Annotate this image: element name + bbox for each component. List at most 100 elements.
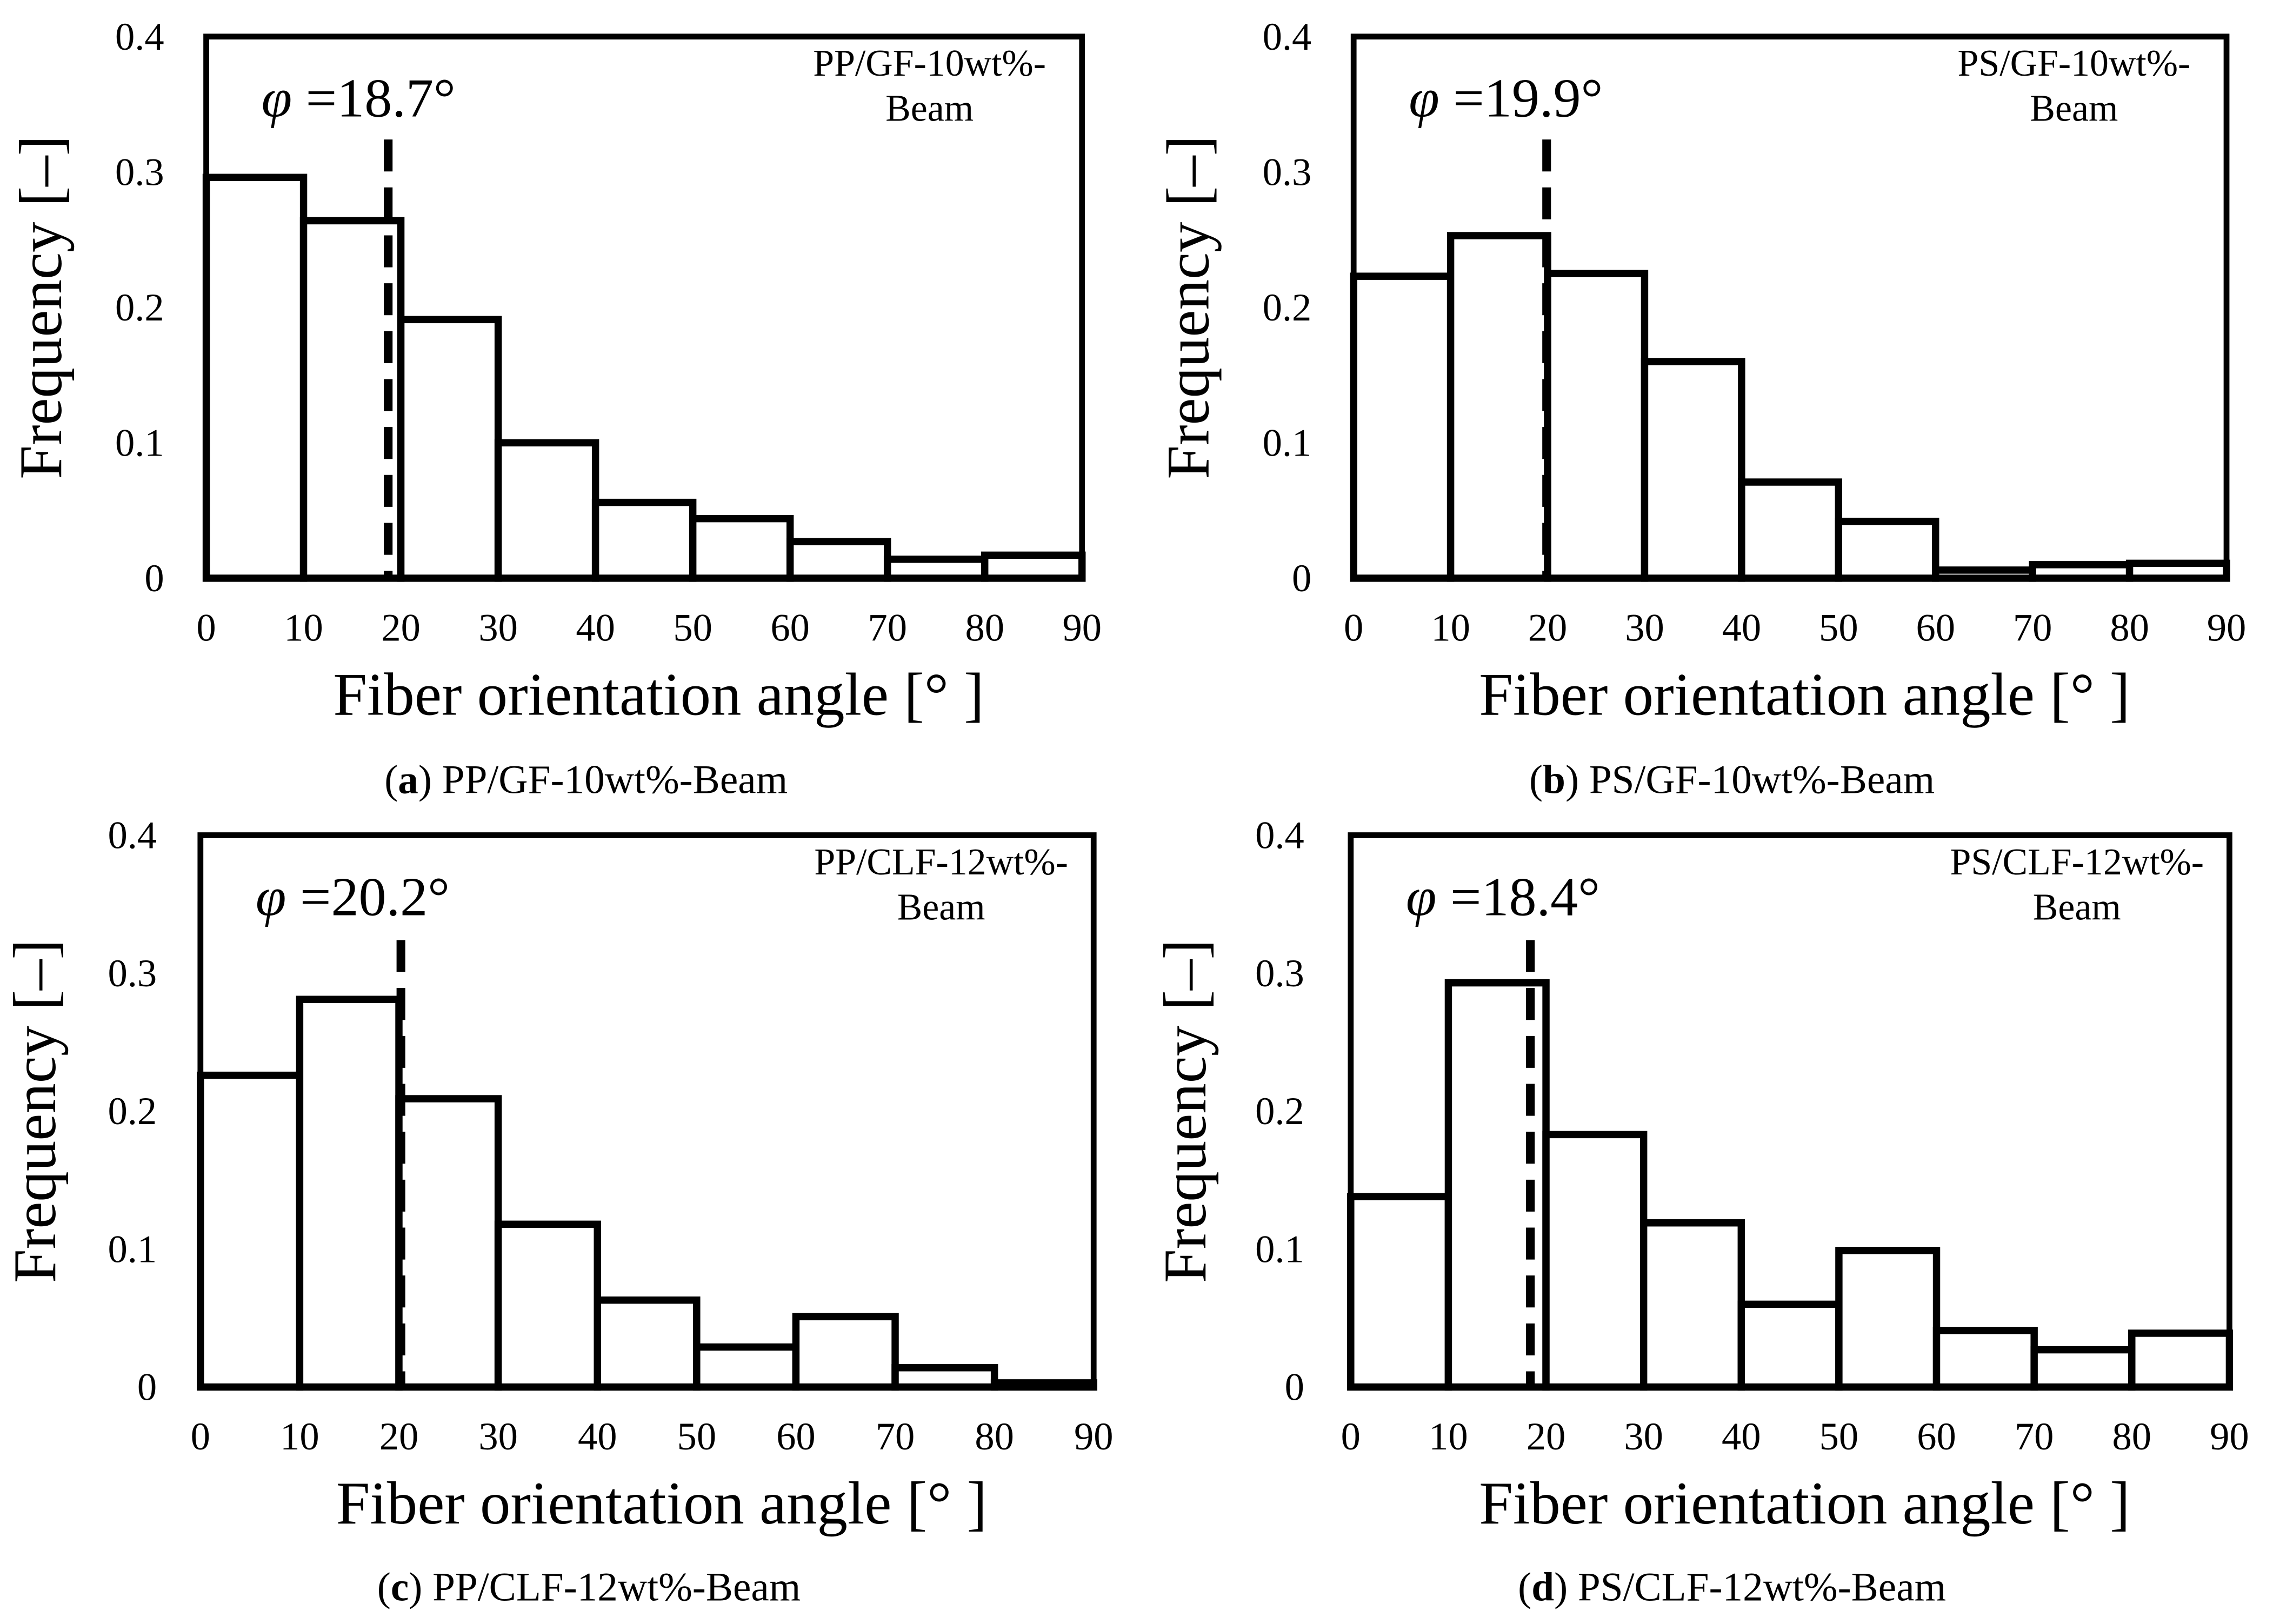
x-tick-label: 70 [2015, 1414, 2054, 1458]
y-tick-label: 0.3 [1263, 150, 1312, 193]
histogram-bar [1932, 566, 2036, 582]
x-tick-label: 20 [1527, 1414, 1566, 1458]
caption-paren-open: ( [1518, 1565, 1531, 1609]
histogram-bar [1835, 517, 1939, 582]
caption-letter: c [391, 1565, 409, 1609]
histogram-bar [1347, 1193, 1452, 1391]
caption-paren-open: ( [384, 758, 398, 803]
histogram-bar [2030, 1346, 2136, 1391]
x-tick-label: 90 [2210, 1414, 2249, 1458]
x-tick-label: 0 [1344, 605, 1363, 649]
histogram-bar [591, 498, 697, 582]
x-tick-label: 50 [1819, 1414, 1859, 1458]
x-tick-label: 10 [280, 1414, 319, 1458]
mean-angle-label: φ =19.9° [1409, 68, 1603, 129]
mean-angle-value: =18.7° [292, 68, 456, 129]
histogram-bar [2125, 559, 2230, 582]
x-tick-label: 20 [381, 605, 421, 649]
y-axis-label: Frequency [–] [7, 136, 75, 479]
histogram-bar [594, 1296, 701, 1391]
chart-panel-d: 0 0.1 0.2 0.3 0.4 0 10 20 30 40 50 60 70 80 90 Fiber or… [1151, 813, 2249, 1610]
x-axis-label: Fiber orientation angle [° ] [1479, 660, 2130, 728]
phi-symbol: φ [1409, 68, 1439, 129]
sample-annotation: PP/GF-10wt%- [813, 43, 1046, 84]
chart-panel-a: 0 0.1 0.2 0.3 0.4 0 10 20 30 40 50 60 70 80 90 Fiber or… [7, 15, 1102, 803]
histogram-bar [1544, 270, 1649, 582]
x-tick-label: 0 [196, 605, 216, 649]
x-tick-label: 80 [2110, 605, 2149, 649]
histogram-bar [1932, 1327, 2038, 1391]
y-tick-label: 0.4 [108, 813, 157, 857]
phi-symbol: φ [256, 866, 286, 927]
y-tick-label: 0 [137, 1365, 157, 1409]
mean-angle-label: φ =18.7° [262, 68, 456, 129]
x-tick-label: 20 [1528, 605, 1568, 649]
sample-annotation: Beam [885, 88, 974, 130]
histogram-bar [395, 1095, 502, 1391]
x-tick-label: 90 [2207, 605, 2247, 649]
x-tick-label: 90 [1062, 605, 1102, 649]
x-tick-label: 0 [191, 1414, 210, 1458]
histogram-bar [1639, 1219, 1745, 1391]
x-tick-label: 30 [1624, 1414, 1663, 1458]
x-tick-label: 70 [2013, 605, 2052, 649]
histogram-bar [1737, 1300, 1843, 1391]
panel-caption: (b) PS/GF-10wt%-Beam [1529, 758, 1935, 803]
x-tick-label: 60 [770, 605, 810, 649]
caption-text: PP/CLF-12wt%-Beam [422, 1565, 801, 1609]
phi-symbol: φ [1406, 866, 1436, 927]
histogram-bar [1542, 1131, 1648, 1391]
y-tick-label: 0.1 [115, 421, 164, 465]
histogram-bar [202, 173, 308, 582]
panel-caption: (a) PP/GF-10wt%-Beam [384, 758, 788, 803]
y-axis-label: Frequency [–] [1155, 136, 1222, 479]
sample-annotation: PP/CLF-12wt%- [814, 841, 1068, 883]
x-tick-label: 40 [1722, 605, 1762, 649]
x-tick-label: 90 [1074, 1414, 1114, 1458]
sample-annotation: Beam [897, 886, 985, 928]
caption-paren-close: ) [1565, 758, 1579, 803]
x-tick-label: 10 [284, 605, 323, 649]
caption-letter: b [1543, 758, 1565, 803]
histogram-bar [2029, 561, 2134, 582]
sample-annotation: Beam [2033, 886, 2121, 928]
phi-symbol: φ [262, 68, 292, 129]
y-tick-label: 0 [1292, 556, 1311, 600]
sample-annotation: PS/CLF-12wt%- [1950, 841, 2204, 883]
histogram-bar [494, 439, 599, 582]
mean-angle-label: φ =18.4° [1406, 866, 1600, 927]
histogram-bar [891, 1364, 998, 1391]
y-axis-label: Frequency [–] [1151, 939, 1219, 1283]
sample-annotation: PS/GF-10wt%- [1958, 43, 2191, 84]
y-tick-label: 0.4 [1263, 15, 1312, 58]
y-tick-label: 0.4 [1255, 813, 1304, 857]
x-tick-label: 30 [478, 605, 518, 649]
x-tick-label: 40 [578, 1414, 617, 1458]
y-tick-label: 0.3 [115, 150, 164, 193]
y-tick-label: 0.2 [115, 285, 164, 329]
histogram-bar [197, 1071, 304, 1391]
y-tick-label: 0.1 [1263, 421, 1312, 465]
x-tick-label: 0 [1341, 1414, 1361, 1458]
y-tick-label: 0.4 [115, 15, 164, 58]
y-axis-label: Frequency [–] [1, 939, 69, 1283]
histogram-bar [296, 995, 403, 1391]
y-tick-label: 0.2 [1255, 1089, 1304, 1133]
x-tick-label: 80 [975, 1414, 1014, 1458]
caption-letter: d [1531, 1565, 1554, 1609]
x-tick-label: 60 [776, 1414, 816, 1458]
x-axis-label: Fiber orientation angle [° ] [333, 660, 984, 728]
histogram-bar [981, 551, 1086, 582]
caption-paren-open: ( [1529, 758, 1543, 803]
y-tick-label: 0.2 [108, 1089, 157, 1133]
histogram-bar [494, 1220, 601, 1391]
histogram-bar [1835, 1247, 1941, 1391]
x-tick-label: 50 [673, 605, 712, 649]
x-tick-label: 60 [1917, 1414, 1956, 1458]
caption-paren-close: ) [418, 758, 432, 803]
y-tick-label: 0.3 [1255, 951, 1304, 995]
histogram-bar [2128, 1329, 2234, 1391]
chart-panel-c: 0 0.1 0.2 0.3 0.4 0 10 20 30 40 50 60 70 80 90 Fiber or… [1, 813, 1113, 1610]
y-tick-label: 0 [144, 556, 164, 600]
